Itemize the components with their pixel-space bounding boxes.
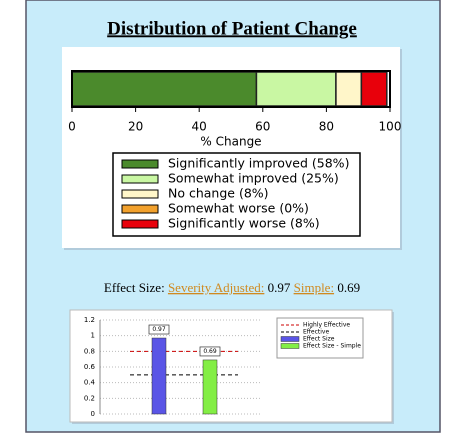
x-axis-label: % Change [200,135,261,149]
y-tick-label: 1.2 [84,316,95,324]
legend-label: Effective [303,329,329,336]
bar [151,337,167,415]
legend-swatch [121,159,159,169]
value-label: 0.97 [152,326,166,333]
x-tick-label: 100 [379,120,402,134]
y-tick-label: 0 [91,410,95,418]
legend-label: Significantly worse (8%) [168,216,320,231]
legend-label: Highly Effective [303,322,350,329]
bar-segment [360,71,388,107]
page-title: Distribution of Patient Change [107,18,357,39]
legend-label: Somewhat improved (25%) [168,171,339,186]
bar-segment [255,71,337,107]
value: 0.69 [337,280,360,295]
value-label-box [199,346,221,357]
severity-label: Severity Adjusted: [168,280,264,295]
bar [202,359,218,415]
legend-swatch [121,174,159,184]
bar-segment [335,71,363,107]
y-tick-label: 1 [91,332,95,340]
x-tick-label: 40 [192,120,207,134]
legend-label: Somewhat worse (0%) [168,201,309,216]
x-tick-label: 20 [128,120,143,134]
legend-swatch [121,219,159,229]
legend-swatch [280,343,300,349]
label: Effect Size: [104,280,165,295]
plot-frame [71,70,391,108]
y-tick-label: 0.8 [84,347,95,355]
legend-swatch [280,336,300,342]
x-tick-label: 80 [319,120,334,134]
x-tick-label: 60 [255,120,270,134]
y-tick-label: 0.6 [84,363,96,371]
value: 0.97 [268,280,291,295]
value-label: 0.69 [203,348,217,355]
legend-label: Effect Size - Simple [303,343,361,350]
effect-size-line: Effect Size: Severity Adjusted: 0.97 Sim… [104,280,360,295]
legend-swatch [121,204,159,214]
y-tick-label: 0.2 [84,394,95,402]
value-label-box [148,324,170,335]
y-tick-label: 0.4 [84,379,96,387]
bar-segment [71,71,258,107]
x-tick-label: 0 [68,120,76,134]
legend-label: Effect Size [303,336,335,343]
legend-label: No change (8%) [168,186,269,201]
legend-label: Significantly improved (58%) [168,156,349,171]
simple-label: Simple: [294,280,334,295]
legend-swatch [121,189,159,199]
